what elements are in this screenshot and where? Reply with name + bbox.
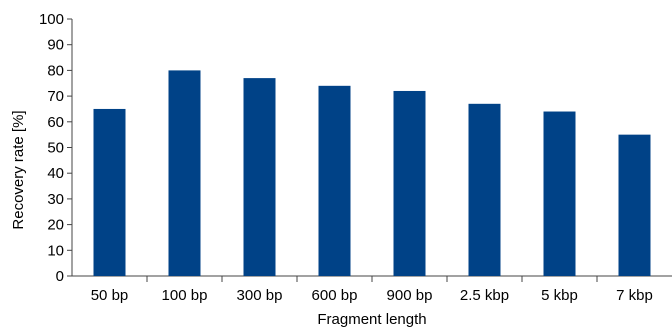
y-tick-label: 30 xyxy=(47,191,64,208)
x-axis: 50 bp 100 bp 300 bp 600 bp 900 bp 2.5 kbp 5 kb… xyxy=(72,275,672,304)
bar xyxy=(543,111,576,277)
bar xyxy=(618,134,651,276)
x-tick-label: 100 bp xyxy=(162,287,208,304)
x-tick-label: 300 bp xyxy=(237,287,283,304)
x-tick-label: 5 kbp xyxy=(541,287,578,304)
bar xyxy=(318,85,351,276)
y-tick-label: 40 xyxy=(47,165,64,182)
bar xyxy=(243,78,276,276)
y-axis: 0 10 20 30 40 50 60 70 80 90 100 xyxy=(39,11,73,285)
bar xyxy=(468,103,501,276)
y-tick-label: 10 xyxy=(47,242,64,259)
y-tick-label: 20 xyxy=(47,217,64,234)
y-tick-label: 0 xyxy=(56,268,64,285)
bar xyxy=(93,108,126,276)
y-tick-label: 80 xyxy=(47,62,64,79)
y-tick-label: 100 xyxy=(39,11,64,28)
bar xyxy=(393,90,426,277)
x-tick-label: 900 bp xyxy=(387,287,433,304)
x-tick-label: 50 bp xyxy=(91,287,129,304)
x-axis-title: Fragment length xyxy=(317,311,426,327)
bars xyxy=(93,70,651,277)
x-tick-label: 2.5 kbp xyxy=(460,287,509,304)
y-tick-label: 60 xyxy=(47,114,64,131)
x-tick-label: 600 bp xyxy=(312,287,358,304)
x-tick-label: 7 kbp xyxy=(616,287,653,304)
y-axis-title: Recovery rate [%] xyxy=(10,110,27,229)
y-tick-label: 70 xyxy=(47,88,64,105)
y-tick-label: 90 xyxy=(47,37,64,54)
bar xyxy=(168,70,201,277)
y-tick-label: 50 xyxy=(47,140,64,157)
